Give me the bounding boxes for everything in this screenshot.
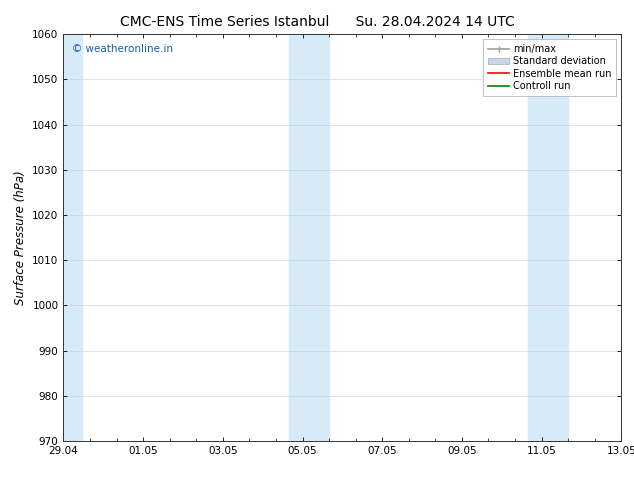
Bar [289, 34, 329, 441]
Bar [55, 34, 82, 441]
Legend: min/max, Standard deviation, Ensemble mean run, Controll run: min/max, Standard deviation, Ensemble me… [483, 39, 616, 96]
Text: CMC-ENS Time Series Istanbul      Su. 28.04.2024 14 UTC: CMC-ENS Time Series Istanbul Su. 28.04.2… [120, 15, 514, 29]
Y-axis label: Surface Pressure (hPa): Surface Pressure (hPa) [14, 171, 27, 305]
Bar [528, 34, 568, 441]
Text: © weatheronline.in: © weatheronline.in [72, 45, 173, 54]
